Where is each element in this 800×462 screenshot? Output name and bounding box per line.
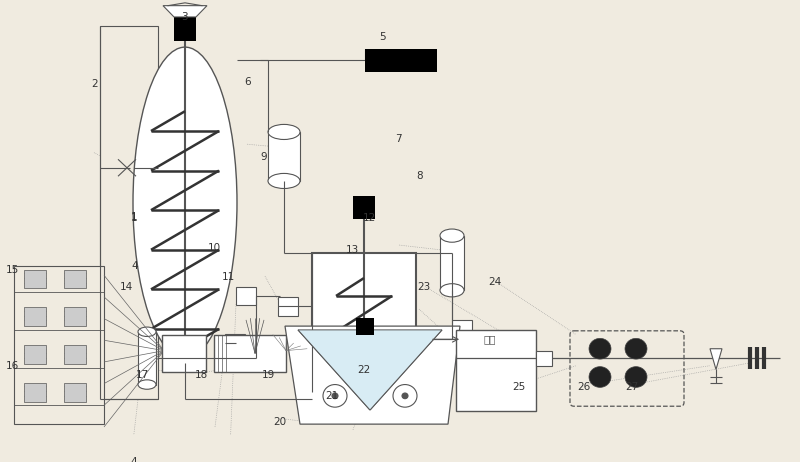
Bar [536, 351, 552, 366]
Text: 1: 1 [130, 212, 138, 222]
Bar [365, 49, 437, 72]
Text: 氮气: 氮气 [484, 334, 496, 344]
Text: 21: 21 [326, 391, 338, 401]
Text: 1: 1 [131, 213, 138, 223]
Polygon shape [298, 330, 442, 410]
Text: 24: 24 [488, 277, 501, 287]
Text: 12: 12 [363, 213, 376, 223]
Text: 14: 14 [120, 282, 133, 292]
Bar [456, 330, 536, 411]
Circle shape [332, 393, 338, 399]
Circle shape [589, 338, 611, 359]
Bar [24, 307, 46, 326]
Bar [24, 345, 46, 364]
Text: 5: 5 [379, 32, 386, 42]
Text: 23: 23 [418, 282, 430, 292]
Bar [100, 26, 158, 399]
Bar [452, 321, 472, 339]
Text: 9: 9 [261, 152, 267, 162]
Text: 17: 17 [136, 371, 149, 380]
Text: 10: 10 [208, 243, 221, 253]
Text: 8: 8 [416, 171, 422, 181]
Bar [440, 236, 464, 290]
Circle shape [589, 367, 611, 387]
Bar [64, 345, 86, 364]
Text: 18: 18 [195, 371, 208, 380]
Bar [174, 17, 196, 42]
Polygon shape [285, 326, 460, 424]
Bar [353, 196, 375, 219]
Bar [138, 332, 156, 384]
Text: 19: 19 [262, 371, 274, 380]
Bar [236, 286, 256, 305]
Text: 4: 4 [131, 261, 138, 272]
Bar [24, 269, 46, 288]
Bar [64, 383, 86, 401]
Circle shape [625, 338, 647, 359]
Bar [312, 253, 416, 392]
Text: 13: 13 [346, 245, 358, 255]
Text: 3: 3 [181, 12, 187, 22]
Text: 7: 7 [395, 134, 402, 144]
Bar [64, 269, 86, 288]
Bar [278, 297, 298, 316]
Bar [64, 307, 86, 326]
Ellipse shape [440, 284, 464, 297]
Polygon shape [163, 6, 207, 17]
Text: 2: 2 [91, 79, 98, 89]
Ellipse shape [133, 47, 237, 358]
Ellipse shape [138, 327, 156, 336]
Ellipse shape [268, 124, 300, 140]
Text: 22: 22 [358, 365, 370, 375]
Ellipse shape [138, 380, 156, 389]
Text: 25: 25 [512, 382, 525, 392]
Text: 11: 11 [222, 272, 234, 281]
Bar [24, 383, 46, 401]
Text: 4: 4 [130, 457, 138, 462]
Text: 6: 6 [245, 77, 251, 87]
Text: 27: 27 [626, 382, 638, 392]
Ellipse shape [440, 229, 464, 242]
Bar [225, 334, 245, 353]
Bar [356, 318, 374, 334]
Text: 15: 15 [6, 265, 19, 275]
Circle shape [402, 393, 408, 399]
Bar [162, 334, 206, 372]
Text: 20: 20 [274, 417, 286, 426]
Circle shape [625, 367, 647, 387]
Text: 16: 16 [6, 361, 19, 371]
Bar [268, 132, 300, 181]
Text: 26: 26 [578, 382, 590, 392]
Bar [14, 266, 104, 424]
Ellipse shape [268, 173, 300, 188]
Bar [214, 334, 286, 372]
Polygon shape [710, 349, 722, 370]
